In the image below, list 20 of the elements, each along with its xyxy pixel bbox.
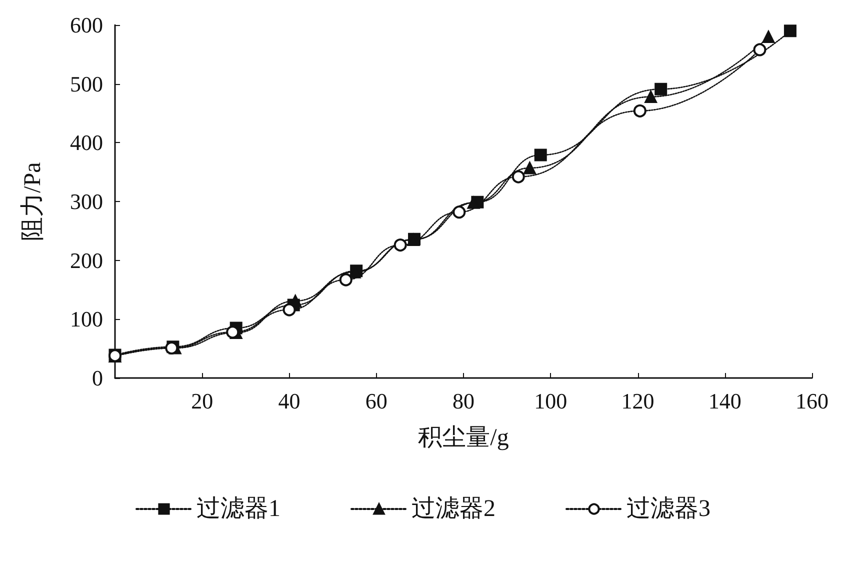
y-tick-label: 400 (70, 130, 103, 156)
legend-label: 过滤器1 (196, 496, 280, 522)
y-tick-label: 0 (92, 366, 103, 390)
x-tick-label: 60 (365, 388, 388, 414)
x-tick-label: 40 (278, 388, 300, 414)
y-tick-label: 200 (70, 248, 103, 273)
y-tick-label: 300 (70, 189, 103, 214)
x-tick-label: 160 (796, 388, 828, 414)
legend-label: 过滤器3 (626, 496, 710, 522)
legend-label: 过滤器2 (412, 496, 496, 522)
y-tick-label: 100 (70, 306, 103, 332)
x-tick-label: 20 (191, 388, 214, 414)
x-tick-label: 120 (621, 388, 654, 414)
x-tick-label: 80 (452, 388, 474, 414)
y-tick-label: 600 (70, 12, 103, 38)
y-tick-label: 500 (70, 71, 103, 96)
x-tick-label: 140 (708, 388, 742, 414)
x-axis-title: 积尘量/g (418, 425, 509, 451)
y-axis-title: 阻力/Pa (20, 162, 46, 241)
x-tick-label: 100 (534, 388, 568, 414)
